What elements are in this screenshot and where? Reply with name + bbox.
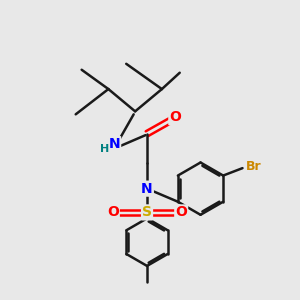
Text: S: S	[142, 206, 152, 219]
Text: N: N	[141, 182, 153, 196]
Text: O: O	[107, 206, 119, 219]
Text: N: N	[109, 137, 120, 151]
Text: H: H	[100, 143, 110, 154]
Text: Br: Br	[246, 160, 262, 173]
Text: O: O	[175, 206, 187, 219]
Text: O: O	[169, 110, 181, 124]
